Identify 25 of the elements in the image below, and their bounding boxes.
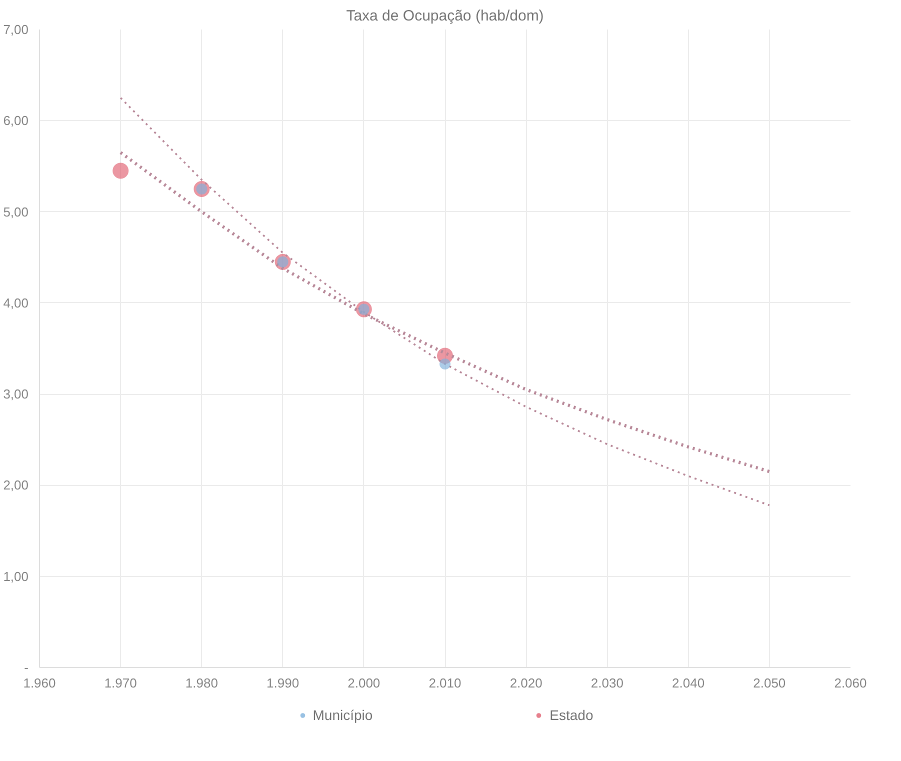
line-series (120, 96, 770, 506)
x-tick-label: 1.960 (23, 676, 56, 690)
x-tick-label: 2.020 (510, 676, 542, 690)
y-tick-label: 3,00 (3, 386, 29, 402)
x-tick-label: 2.000 (348, 676, 380, 690)
chart-title: Taxa de Ocupação (hab/dom) (346, 8, 544, 24)
x-tick-label: 1.980 (185, 676, 218, 690)
y-tick-label: 5,00 (3, 204, 29, 220)
point (112, 162, 129, 179)
y-tick-label: 4,00 (3, 295, 29, 310)
x-tick-label: 2.040 (672, 676, 705, 690)
y-tick-label: 7,00 (3, 22, 29, 37)
x-tick-label: 2.050 (753, 676, 786, 690)
legend-label: Estado (550, 707, 594, 723)
x-tick-label: 2.030 (590, 676, 624, 690)
x-tick-label: 2.010 (428, 676, 462, 690)
y-tick-label: - (24, 660, 29, 675)
y-tick-label: 1,00 (3, 568, 29, 584)
point (440, 358, 450, 370)
legend-label: Município (312, 707, 373, 723)
x-tick-label: 1.990 (266, 676, 300, 690)
x-tick-label: 2.060 (834, 676, 867, 690)
x-tick-label: 1.970 (104, 676, 137, 690)
y-tick-label: 6,00 (3, 113, 29, 128)
y-tick-label: 2,00 (3, 478, 29, 493)
